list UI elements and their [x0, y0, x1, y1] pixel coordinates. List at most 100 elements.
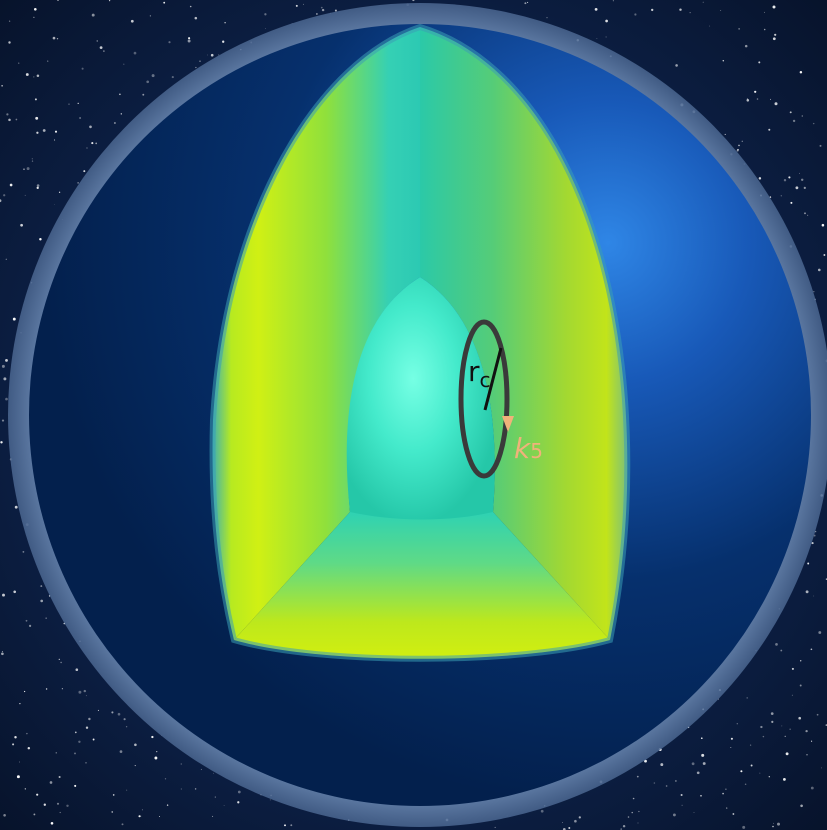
- star: [749, 744, 752, 746]
- star: [78, 740, 81, 743]
- star: [568, 827, 571, 829]
- star: [770, 98, 771, 100]
- star: [8, 41, 11, 44]
- wavevector-letter: k: [514, 432, 532, 465]
- star: [212, 772, 214, 774]
- star: [334, 9, 337, 12]
- star: [800, 804, 803, 808]
- star: [769, 196, 772, 198]
- star: [269, 799, 271, 801]
- star: [320, 6, 323, 9]
- star: [634, 13, 637, 16]
- star: [736, 723, 738, 725]
- star: [295, 4, 298, 7]
- star: [36, 131, 39, 134]
- star: [675, 780, 677, 782]
- star: [24, 194, 26, 196]
- star: [681, 804, 683, 806]
- star: [237, 801, 240, 804]
- star: [741, 140, 743, 142]
- star: [816, 713, 819, 716]
- star: [123, 718, 126, 721]
- star: [26, 732, 28, 735]
- star: [218, 54, 220, 56]
- star: [79, 117, 82, 119]
- star: [784, 735, 786, 738]
- star: [99, 46, 103, 49]
- star: [194, 788, 197, 790]
- star: [78, 690, 82, 694]
- star: [23, 690, 26, 693]
- star: [811, 740, 813, 742]
- star: [92, 738, 95, 741]
- star: [25, 619, 28, 622]
- star: [819, 144, 822, 147]
- star: [631, 811, 633, 814]
- star: [622, 824, 626, 828]
- star: [141, 809, 143, 811]
- star: [0, 441, 3, 444]
- star: [724, 133, 726, 135]
- star: [8, 118, 11, 122]
- star: [805, 729, 808, 733]
- star: [91, 13, 95, 17]
- star: [780, 195, 782, 197]
- star: [49, 781, 53, 784]
- star: [138, 815, 141, 818]
- star: [788, 176, 791, 179]
- star: [212, 815, 214, 817]
- star: [702, 1, 704, 3]
- star: [25, 73, 29, 76]
- star: [632, 797, 635, 800]
- star: [47, 60, 49, 62]
- star: [77, 102, 79, 105]
- star: [96, 40, 98, 42]
- star: [774, 33, 777, 36]
- star: [750, 764, 753, 767]
- star: [22, 550, 25, 553]
- star: [737, 148, 739, 151]
- star: [744, 783, 747, 786]
- star: [789, 728, 791, 730]
- star: [36, 793, 39, 796]
- star: [746, 99, 750, 102]
- star: [33, 813, 36, 816]
- star: [792, 119, 796, 123]
- star: [653, 782, 656, 784]
- star: [54, 139, 56, 141]
- star: [768, 776, 770, 778]
- star: [780, 649, 783, 652]
- star: [88, 717, 91, 721]
- star: [26, 167, 30, 171]
- star: [303, 3, 304, 5]
- star: [689, 12, 691, 14]
- wavevector-label: k5: [514, 432, 543, 465]
- star: [709, 25, 710, 27]
- star: [13, 590, 17, 594]
- star: [56, 38, 59, 40]
- star: [812, 122, 815, 125]
- star: [85, 726, 89, 729]
- star: [800, 660, 802, 662]
- star: [612, 0, 615, 2]
- star: [316, 13, 318, 15]
- star: [159, 816, 160, 817]
- star: [783, 778, 786, 781]
- star: [693, 812, 695, 813]
- star: [5, 258, 7, 260]
- star: [813, 291, 815, 293]
- star: [36, 184, 40, 187]
- star: [679, 8, 682, 11]
- star: [194, 16, 198, 20]
- star: [134, 743, 137, 747]
- star: [224, 21, 226, 24]
- star: [142, 93, 145, 96]
- star: [1, 85, 3, 87]
- star: [810, 786, 814, 790]
- star: [801, 115, 803, 117]
- star: [524, 2, 527, 5]
- star: [730, 737, 733, 740]
- radius-letter: r: [468, 355, 480, 388]
- star: [111, 711, 114, 714]
